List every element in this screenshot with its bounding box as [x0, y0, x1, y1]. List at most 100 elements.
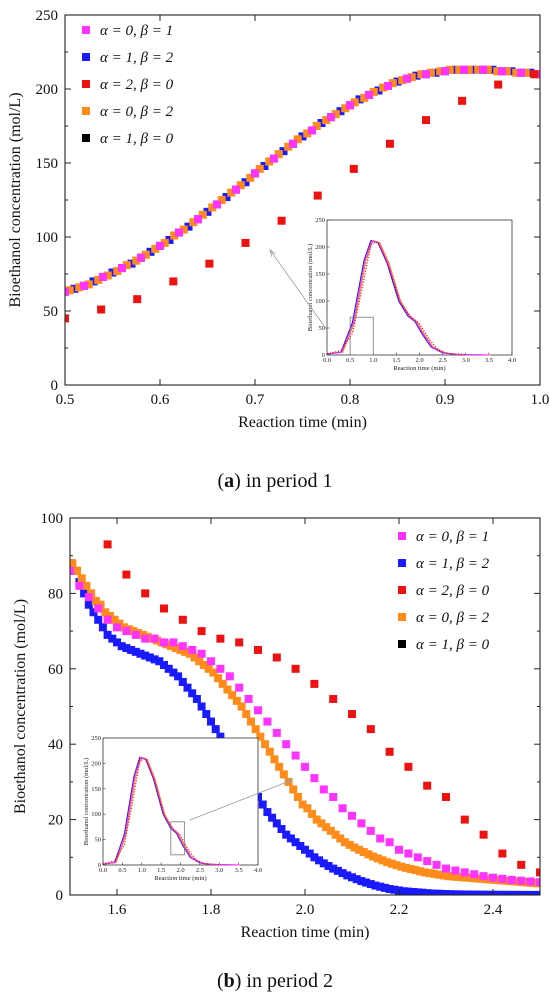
- data-point: [422, 70, 430, 79]
- data-point: [113, 267, 122, 276]
- legend-entry: α = 1, β = 2: [416, 556, 490, 572]
- data-point: [270, 755, 279, 764]
- legend-entry: α = 2, β = 0: [416, 583, 490, 599]
- series-1: [65, 65, 540, 296]
- data-point: [450, 65, 459, 74]
- data-point: [312, 122, 321, 130]
- data-point: [84, 518, 93, 519]
- legend-swatch: [82, 80, 90, 88]
- data-point: [218, 679, 227, 688]
- y-tick-label: 100: [36, 230, 59, 246]
- data-point: [141, 250, 150, 259]
- data-point: [289, 785, 298, 794]
- data-point: [349, 164, 358, 173]
- data-point: [98, 623, 107, 632]
- data-point: [384, 82, 392, 91]
- data-point: [272, 653, 281, 662]
- data-point: [246, 173, 255, 182]
- caption-a-letter: a: [224, 470, 235, 492]
- data-point: [237, 702, 246, 711]
- inset-x-tick-label: 1.0: [369, 357, 377, 364]
- data-point: [502, 67, 511, 76]
- data-point: [84, 280, 93, 289]
- zoom-arrow: [269, 249, 328, 331]
- data-point: [404, 887, 413, 895]
- legend-entry: α = 1, β = 0: [100, 131, 174, 147]
- data-point: [150, 655, 159, 664]
- data-point: [141, 589, 150, 598]
- data-point: [333, 866, 342, 875]
- data-point: [409, 887, 418, 895]
- data-point: [493, 890, 502, 895]
- data-point: [390, 885, 399, 894]
- data-point: [122, 261, 131, 270]
- data-point: [160, 661, 168, 670]
- inset-x-tick-label: 1.5: [392, 357, 400, 364]
- legend: α = 0, β = 1 α = 1, β = 2 α = 2, β = 0 α = …: [82, 23, 174, 147]
- inset-x-tick-label: 3.5: [485, 357, 493, 364]
- data-point: [235, 683, 244, 692]
- plot-area: [70, 518, 540, 895]
- data-point: [423, 889, 432, 895]
- inset-x-tick-label: 4.0: [508, 357, 516, 364]
- data-point: [279, 770, 288, 779]
- inset-x-tick-label: 0.0: [99, 867, 107, 874]
- data-point: [94, 604, 103, 613]
- data-point: [517, 890, 526, 895]
- legend-swatch: [82, 53, 90, 61]
- data-point: [184, 222, 193, 231]
- data-point: [395, 845, 403, 854]
- inset-x-axis-title: Reaction time (min): [393, 365, 445, 372]
- data-point: [225, 672, 234, 681]
- data-point: [366, 880, 375, 889]
- data-point: [89, 608, 98, 617]
- data-point: [99, 272, 107, 281]
- legend-entry: α = 0, β = 1: [416, 529, 489, 545]
- legend-swatch: [398, 613, 406, 621]
- data-point: [385, 884, 394, 893]
- data-point: [192, 694, 201, 703]
- data-point: [385, 139, 394, 148]
- legend-entry: α = 0, β = 2: [100, 104, 174, 120]
- data-point: [319, 785, 328, 794]
- data-point: [338, 869, 347, 878]
- data-point: [376, 882, 385, 891]
- data-point: [174, 672, 183, 681]
- data-point: [277, 825, 286, 834]
- data-point: [272, 819, 281, 828]
- data-point: [498, 874, 507, 883]
- data-point: [498, 890, 507, 895]
- data-point: [260, 161, 269, 170]
- zoom-arrow: [189, 779, 293, 821]
- data-point: [423, 781, 432, 790]
- data-point: [241, 238, 250, 247]
- inset-x-tick-label: 3.0: [215, 867, 223, 874]
- data-point: [270, 154, 278, 163]
- y-tick-label: 40: [48, 737, 63, 753]
- data-point: [494, 80, 503, 89]
- data-point: [75, 581, 84, 590]
- data-point: [214, 674, 223, 683]
- data-point: [151, 244, 160, 253]
- series-2: [70, 559, 540, 895]
- series-3: [84, 518, 540, 877]
- data-point: [483, 65, 492, 74]
- data-point: [402, 863, 411, 872]
- data-point: [73, 566, 82, 575]
- inset-y-tick-label: 150: [315, 271, 325, 278]
- data-point: [227, 188, 236, 197]
- data-point: [474, 65, 483, 74]
- data-point: [503, 890, 512, 895]
- data-point: [430, 869, 439, 878]
- data-point: [407, 73, 416, 82]
- data-point: [338, 804, 347, 813]
- data-point: [398, 76, 407, 85]
- data-point: [393, 77, 402, 86]
- zoom-arrow-head: [269, 249, 276, 257]
- data-point: [331, 110, 340, 119]
- data-point: [431, 68, 440, 77]
- data-point: [530, 70, 539, 79]
- data-point: [272, 728, 281, 737]
- data-point: [160, 604, 168, 613]
- y-axis-title: Bioethanol concentration (mol/L): [12, 599, 29, 814]
